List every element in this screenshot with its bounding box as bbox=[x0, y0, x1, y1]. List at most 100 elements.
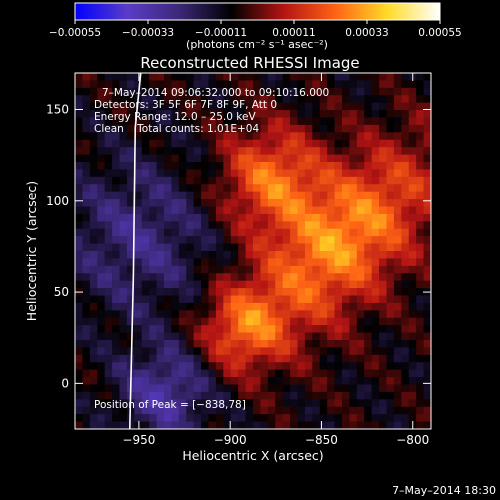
heatmap-cell bbox=[275, 273, 283, 281]
heatmap-cell bbox=[82, 288, 91, 296]
heatmap-cell bbox=[386, 251, 395, 259]
heatmap-cell bbox=[319, 228, 328, 237]
heatmap-cell bbox=[230, 132, 239, 141]
heatmap-cell bbox=[260, 251, 269, 259]
heatmap-cell bbox=[89, 414, 98, 422]
heatmap-cell bbox=[334, 199, 343, 207]
heatmap-cell bbox=[267, 340, 276, 348]
heatmap-cell bbox=[178, 199, 187, 207]
heatmap-cell bbox=[334, 317, 343, 326]
heatmap-cell bbox=[193, 391, 202, 400]
heatmap-cell bbox=[408, 236, 417, 244]
heatmap-cell bbox=[282, 406, 291, 415]
annotation-energy-range: Energy Range: 12.0 – 25.0 keV bbox=[94, 111, 256, 123]
heatmap-cell bbox=[171, 377, 180, 385]
colorbar-ticks: −0.00055 −0.00033 −0.00011 0.00011 0.00033 0.… bbox=[49, 20, 462, 39]
heatmap-cell bbox=[319, 258, 328, 267]
heatmap-cell bbox=[178, 302, 187, 311]
heatmap-cell bbox=[275, 362, 283, 370]
heatmap-cell bbox=[82, 399, 91, 408]
heatmap-cell bbox=[312, 80, 321, 89]
heatmap-cell bbox=[319, 391, 328, 400]
heatmap-cell bbox=[290, 347, 298, 356]
heatmap-cell bbox=[379, 377, 387, 385]
heatmap-cell bbox=[230, 221, 239, 230]
heatmap-cell bbox=[379, 414, 387, 422]
heatmap-cell bbox=[423, 391, 431, 400]
heatmap-cell bbox=[342, 213, 350, 222]
heatmap-cell bbox=[178, 317, 187, 326]
heatmap-cell bbox=[297, 332, 306, 341]
heatmap-cell bbox=[304, 332, 313, 341]
heatmap-cell bbox=[193, 169, 202, 178]
heatmap-cell bbox=[149, 377, 157, 385]
heatmap-cell bbox=[290, 369, 298, 378]
heatmap-cell bbox=[282, 414, 291, 422]
heatmap-cell bbox=[342, 228, 350, 237]
heatmap-cell bbox=[327, 384, 335, 393]
heatmap-cell bbox=[319, 243, 328, 252]
heatmap-cell bbox=[104, 273, 113, 281]
heatmap-cell bbox=[245, 102, 254, 111]
heatmap-cell bbox=[312, 288, 321, 296]
heatmap-cell bbox=[282, 154, 291, 163]
heatmap-cell bbox=[171, 199, 180, 207]
heatmap-cell bbox=[260, 258, 269, 267]
heatmap-cell bbox=[401, 243, 410, 252]
heatmap-cell bbox=[253, 258, 261, 267]
heatmap-cell bbox=[319, 369, 328, 378]
heatmap-cell bbox=[186, 80, 194, 89]
heatmap-cell bbox=[178, 236, 187, 244]
heatmap-cell bbox=[349, 325, 358, 333]
heatmap-cell bbox=[267, 147, 276, 155]
heatmap-cell bbox=[416, 102, 424, 111]
heatmap-cell bbox=[275, 95, 283, 103]
heatmap-cell bbox=[97, 391, 105, 400]
heatmap-cell bbox=[119, 251, 128, 259]
heatmap-cell bbox=[290, 117, 298, 126]
heatmap-cell bbox=[215, 369, 224, 378]
heatmap-cell bbox=[112, 162, 120, 170]
heatmap-cell bbox=[149, 243, 157, 252]
heatmap-cell bbox=[393, 95, 402, 103]
heatmap-cell bbox=[282, 147, 291, 155]
heatmap-cell bbox=[230, 280, 239, 289]
heatmap-cell bbox=[208, 73, 217, 81]
heatmap-cell bbox=[208, 184, 217, 192]
heatmap-cell bbox=[149, 347, 157, 356]
heatmap-cell bbox=[156, 377, 165, 385]
heatmap-cell bbox=[312, 347, 321, 356]
heatmap-cell bbox=[349, 280, 358, 289]
heatmap-cell bbox=[75, 206, 83, 215]
heatmap-cell bbox=[97, 251, 105, 259]
heatmap-cell bbox=[134, 199, 143, 207]
heatmap-cell bbox=[342, 154, 350, 163]
heatmap-cell bbox=[82, 73, 91, 81]
heatmap-cell bbox=[416, 384, 424, 393]
heatmap-cell bbox=[253, 87, 261, 96]
heatmap-cell bbox=[327, 191, 335, 200]
heatmap-cell bbox=[89, 317, 98, 326]
heatmap-cell bbox=[156, 317, 165, 326]
heatmap-cell bbox=[119, 354, 128, 363]
heatmap-cell bbox=[312, 87, 321, 96]
heatmap-cell bbox=[178, 102, 187, 111]
heatmap-cell bbox=[104, 384, 113, 393]
heatmap-cell bbox=[149, 384, 157, 393]
heatmap-cell bbox=[334, 332, 343, 341]
heatmap-cell bbox=[215, 273, 224, 281]
heatmap-cell bbox=[312, 213, 321, 222]
heatmap-cell bbox=[312, 280, 321, 289]
heatmap-cell bbox=[275, 377, 283, 385]
heatmap-cell bbox=[327, 377, 335, 385]
heatmap-cell bbox=[371, 340, 380, 348]
heatmap-cell bbox=[371, 199, 380, 207]
heatmap-cell bbox=[297, 169, 306, 178]
heatmap-cell bbox=[104, 199, 113, 207]
heatmap-cell bbox=[260, 384, 269, 393]
heatmap-cell bbox=[178, 280, 187, 289]
heatmap-cell bbox=[89, 310, 98, 319]
heatmap-cell bbox=[171, 369, 180, 378]
heatmap-cell bbox=[423, 87, 431, 96]
heatmap-cell bbox=[149, 228, 157, 237]
